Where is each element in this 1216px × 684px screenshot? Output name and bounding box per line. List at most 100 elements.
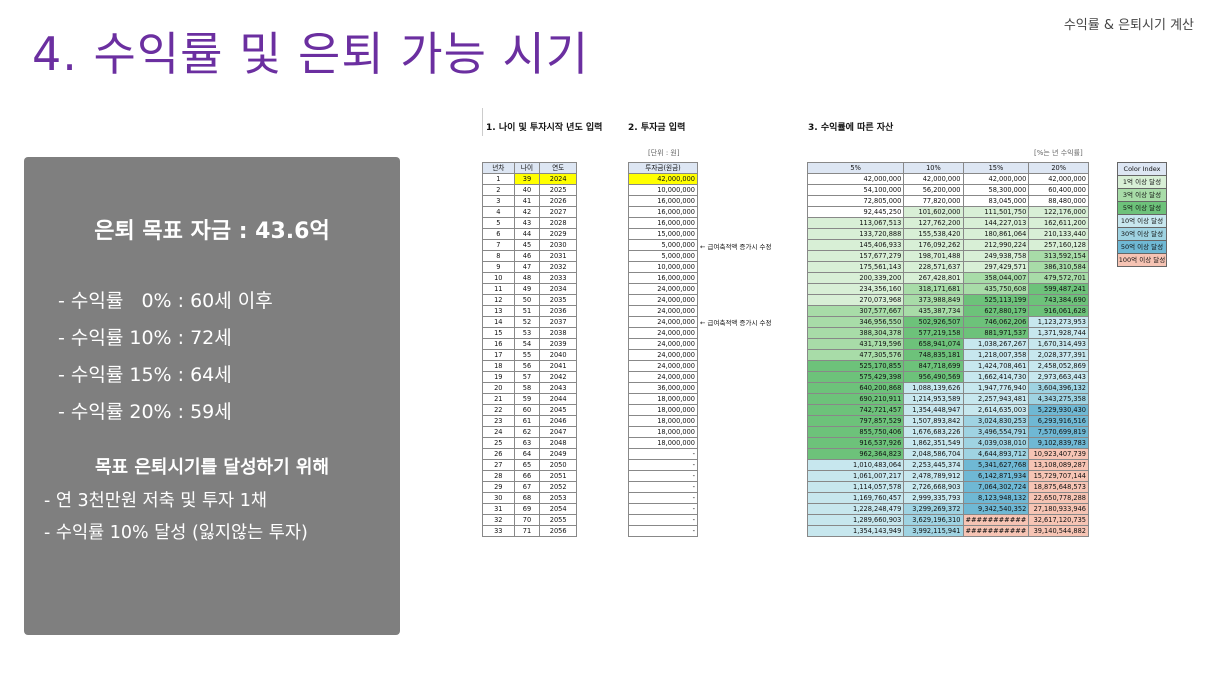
age-cell: 45	[513, 239, 541, 251]
legend-item: 10억 이상 달성	[1117, 214, 1167, 228]
asset-cell: 32,617,120,735	[1028, 514, 1089, 526]
asset-cell: 477,305,576	[806, 349, 905, 361]
year-num-cell: 10	[482, 272, 515, 284]
asset-cell: 640,200,868	[806, 382, 905, 394]
asset-cell: 435,750,608	[962, 283, 1030, 295]
invest-header: 투자금(원금)	[628, 162, 698, 174]
invest-cell: -	[628, 514, 698, 526]
year-num-cell: 23	[482, 415, 515, 427]
year-num-cell: 19	[482, 371, 515, 383]
asset-cell: 3,629,196,310	[903, 514, 964, 526]
asset-cell: 1,354,448,947	[903, 404, 964, 416]
invest-cell: 24,000,000	[628, 371, 698, 383]
asset-cell: 6,142,871,934	[962, 470, 1030, 482]
asset-cell: 77,820,000	[903, 195, 964, 207]
asset-cell: 270,073,968	[806, 294, 905, 306]
age-cell: 61	[513, 415, 541, 427]
assets-row: 200,339,200 267,428,801 358,044,007 479,572…	[806, 272, 1089, 284]
age-row: 10 48 2033	[482, 272, 577, 284]
year-num-cell: 1	[482, 173, 515, 185]
asset-cell: 435,387,734	[903, 305, 964, 317]
asset-cell: 3,604,396,132	[1028, 382, 1089, 394]
asset-cell: 157,677,279	[806, 250, 905, 262]
asset-cell: 111,501,750	[962, 206, 1030, 218]
year-num-cell: 20	[482, 382, 515, 394]
invest-cell: -	[628, 459, 698, 471]
asset-cell: ###########	[962, 525, 1030, 537]
age-cell: 63	[513, 437, 541, 449]
asset-cell: 249,938,758	[962, 250, 1030, 262]
age-cell: 50	[513, 294, 541, 306]
invest-cell: 5,000,000	[628, 250, 698, 262]
assets-row: 742,721,457 1,354,448,947 2,614,635,003 5,2…	[806, 404, 1089, 416]
assets-row: 133,720,888 155,538,420 180,861,064 210,133…	[806, 228, 1089, 240]
section-invest-title: 2. 투자금 입력	[628, 123, 686, 133]
age-row: 23 61 2046	[482, 415, 577, 427]
age-row: 17 55 2040	[482, 349, 577, 361]
asset-cell: 145,406,933	[806, 239, 905, 251]
achieve-list: - 연 3천만원 저축 및 투자 1채 - 수익률 10% 달성 (잃지않는 투…	[44, 485, 308, 549]
year-cell: 2046	[539, 415, 577, 427]
invest-row: 42,000,000	[628, 173, 698, 185]
invest-row: 18,000,000	[628, 426, 698, 438]
invest-row: 24,000,000	[628, 283, 698, 295]
asset-cell: 916,537,926	[806, 437, 905, 449]
age-cell: 43	[513, 217, 541, 229]
assets-row: 477,305,576 748,835,181 1,218,007,358 2,028…	[806, 349, 1089, 361]
asset-cell: 101,602,000	[903, 206, 964, 218]
year-cell: 2040	[539, 349, 577, 361]
asset-cell: 3,992,115,941	[903, 525, 964, 537]
asset-cell: 2,253,445,374	[903, 459, 964, 471]
asset-cell: 60,400,000	[1028, 184, 1089, 196]
year-num-cell: 5	[482, 217, 515, 229]
asset-cell: 855,750,406	[806, 426, 905, 438]
invest-row: 10,000,000	[628, 261, 698, 273]
invest-cell: 24,000,000	[628, 305, 698, 317]
invest-row: 10,000,000	[628, 184, 698, 196]
age-row: 21 59 2044	[482, 393, 577, 405]
asset-cell: 210,133,440	[1028, 228, 1089, 240]
year-num-cell: 14	[482, 316, 515, 328]
invest-row: -	[628, 481, 698, 493]
asset-cell: 27,180,933,946	[1028, 503, 1089, 515]
year-cell: 2029	[539, 228, 577, 240]
asset-cell: 1,123,273,953	[1028, 316, 1089, 328]
age-cell: 59	[513, 393, 541, 405]
rate-item: - 수익률 0% : 60세 이후	[58, 290, 273, 312]
age-row: 14 52 2037	[482, 316, 577, 328]
age-cell: 40	[513, 184, 541, 196]
age-cell: 56	[513, 360, 541, 372]
age-cell: 54	[513, 338, 541, 350]
asset-cell: 577,219,158	[903, 327, 964, 339]
assets-row: 575,429,398 956,490,569 1,662,414,730 2,973…	[806, 371, 1089, 383]
year-cell: 2039	[539, 338, 577, 350]
invest-cell: -	[628, 470, 698, 482]
asset-cell: 7,570,699,819	[1028, 426, 1089, 438]
age-row: 9 47 2032	[482, 261, 577, 273]
year-cell: 2031	[539, 250, 577, 262]
legend-row: 100억 이상 달성	[1117, 253, 1167, 267]
invest-row: -	[628, 470, 698, 482]
assets-row: 92,445,250 101,602,000 111,501,750 122,176,…	[806, 206, 1089, 218]
asset-cell: 1,218,007,358	[962, 349, 1030, 361]
asset-cell: 113,067,513	[806, 217, 905, 229]
rate-header-10: 10%	[903, 162, 964, 174]
invest-row: 18,000,000	[628, 393, 698, 405]
age-row: 18 56 2041	[482, 360, 577, 372]
assets-row: 234,356,160 318,171,681 435,750,608 599,487…	[806, 283, 1089, 295]
year-cell: 2054	[539, 503, 577, 515]
assets-row: 1,061,007,217 2,478,789,912 6,142,871,934 1…	[806, 470, 1089, 482]
assets-row: 431,719,596 658,941,074 1,038,267,267 1,670…	[806, 338, 1089, 350]
year-cell: 2032	[539, 261, 577, 273]
year-num-cell: 3	[482, 195, 515, 207]
asset-cell: 42,000,000	[1028, 173, 1089, 185]
age-cell: 69	[513, 503, 541, 515]
asset-cell: 746,062,206	[962, 316, 1030, 328]
assets-row: 1,354,143,949 3,992,115,941 ########### 39,…	[806, 525, 1089, 537]
legend-item: 1억 이상 달성	[1117, 175, 1167, 189]
asset-cell: 690,210,911	[806, 393, 905, 405]
invest-row: -	[628, 448, 698, 460]
asset-cell: 956,490,569	[903, 371, 964, 383]
age-row: 13 51 2036	[482, 305, 577, 317]
invest-cell: 18,000,000	[628, 426, 698, 438]
